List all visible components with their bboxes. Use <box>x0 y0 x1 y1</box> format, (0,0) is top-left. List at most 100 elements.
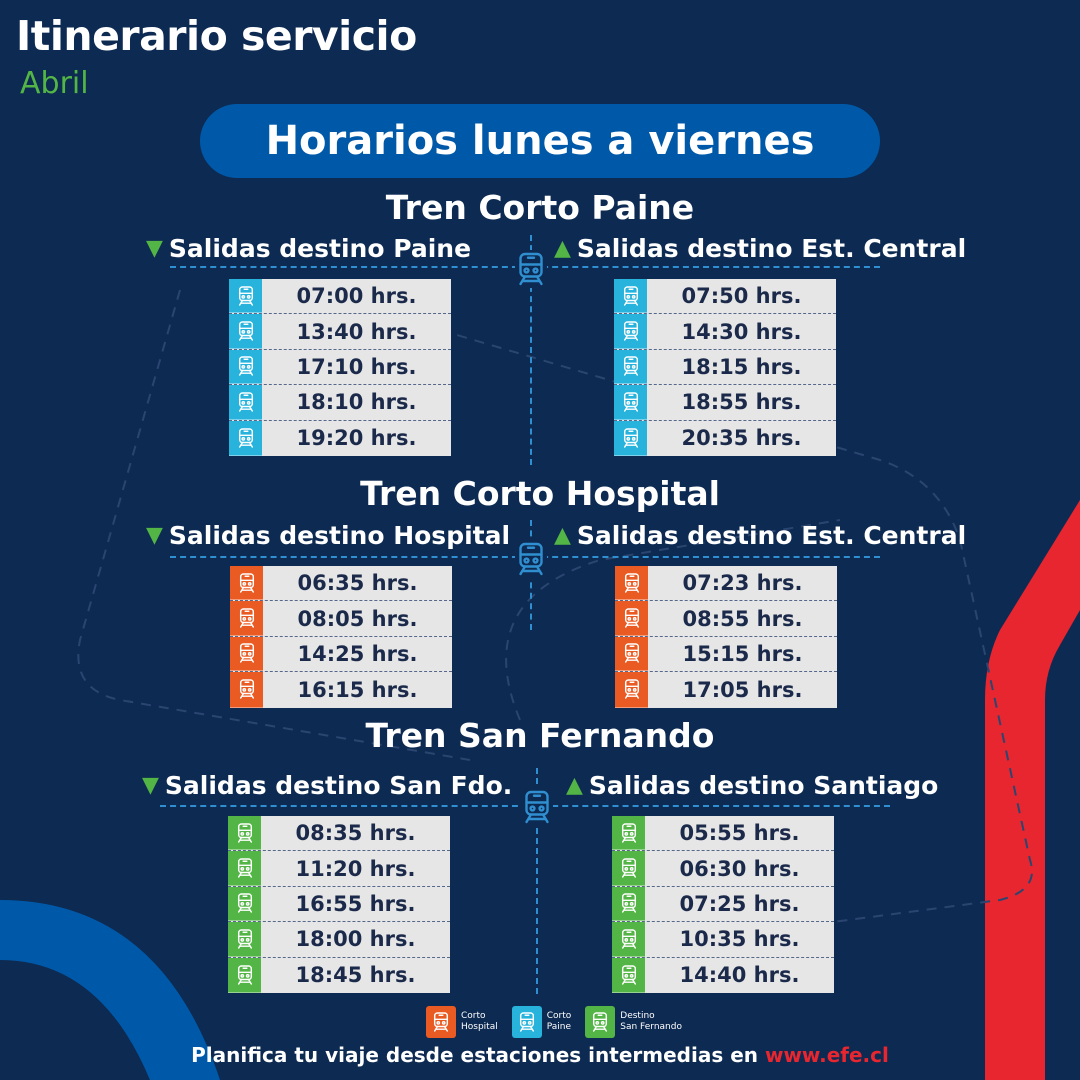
up-arrow-icon: ▲ <box>566 773 583 798</box>
departure-time: 14:40 hrs. <box>679 963 800 988</box>
table-row: 18:55 hrs. <box>614 385 836 421</box>
legend-item-hospital: Corto Hospital <box>426 1006 498 1038</box>
departure-time: 15:15 hrs. <box>682 641 803 666</box>
table-row: 17:10 hrs. <box>229 349 451 386</box>
departure-time: 13:40 hrs. <box>296 319 417 344</box>
train-icon <box>229 349 262 385</box>
table-row: 13:40 hrs. <box>229 314 451 350</box>
table-row: 16:15 hrs. <box>230 672 452 708</box>
table-row: 18:45 hrs. <box>228 957 450 993</box>
train-icon <box>612 957 645 993</box>
train-icon <box>614 385 647 420</box>
train-icon <box>515 250 547 288</box>
departure-time: 18:00 hrs. <box>295 927 416 952</box>
train-icon <box>612 886 645 922</box>
table-row: 05:55 hrs. <box>612 816 834 852</box>
down-arrow-icon: ▼ <box>146 236 163 261</box>
train-icon <box>230 672 263 708</box>
table-row: 18:15 hrs. <box>614 349 836 386</box>
train-icon <box>229 314 262 349</box>
section-title-hospital: Tren Corto Hospital <box>360 474 720 513</box>
departure-time: 07:23 hrs. <box>682 571 803 596</box>
train-icon <box>615 672 648 708</box>
section-title-san-fernando: Tren San Fernando <box>365 716 715 755</box>
route-line <box>530 235 532 465</box>
departure-time: 07:50 hrs. <box>681 284 802 309</box>
direction-label: Salidas destino Hospital <box>168 521 511 550</box>
train-icon <box>521 788 553 826</box>
train-icon <box>511 1006 542 1038</box>
down-arrow-icon: ▼ <box>142 773 159 798</box>
train-icon <box>615 636 648 672</box>
website-link[interactable]: www.efe.cl <box>764 1043 889 1067</box>
table-row: 14:40 hrs. <box>612 957 834 993</box>
departure-time: 08:05 hrs. <box>297 606 418 631</box>
table-row: 07:50 hrs. <box>614 279 836 315</box>
train-icon <box>230 636 263 672</box>
schedule-table: 08:35 hrs. 11:20 hrs. 16:55 hrs. 18:00 hrs.… <box>228 816 450 993</box>
table-row: 14:25 hrs. <box>230 636 452 673</box>
legend-label: Corto <box>461 1011 486 1021</box>
table-row: 11:20 hrs. <box>228 851 450 887</box>
table-row: 07:00 hrs. <box>229 279 451 315</box>
departure-time: 16:15 hrs. <box>297 677 418 702</box>
departure-time: 18:55 hrs. <box>681 390 802 415</box>
train-icon <box>614 314 647 349</box>
table-row: 08:05 hrs. <box>230 601 452 637</box>
departure-time: 19:20 hrs. <box>296 426 417 451</box>
train-icon <box>612 816 645 851</box>
departure-time: 18:10 hrs. <box>296 390 417 415</box>
legend-label: Hospital <box>461 1022 498 1032</box>
schedule-banner: Horarios lunes a viernes <box>200 104 880 178</box>
table-row: 08:55 hrs. <box>615 601 837 637</box>
train-icon <box>229 279 262 314</box>
down-arrow-icon: ▼ <box>146 523 163 548</box>
table-row: 08:35 hrs. <box>228 816 450 852</box>
train-icon <box>230 601 263 636</box>
train-icon <box>614 279 647 314</box>
table-row: 06:35 hrs. <box>230 566 452 602</box>
direction-label: Salidas destino Paine <box>168 234 472 263</box>
table-row: 17:05 hrs. <box>615 672 837 708</box>
departure-time: 14:30 hrs. <box>681 319 802 344</box>
train-icon <box>230 566 263 601</box>
table-row: 18:00 hrs. <box>228 922 450 958</box>
train-icon <box>585 1006 616 1038</box>
train-icon <box>615 566 648 601</box>
departure-time: 07:00 hrs. <box>296 284 417 309</box>
departure-time: 06:30 hrs. <box>679 856 800 881</box>
table-row: 15:15 hrs. <box>615 636 837 673</box>
route-line <box>536 768 538 994</box>
departure-time: 16:55 hrs. <box>295 891 416 916</box>
train-icon <box>612 851 645 886</box>
departure-time: 17:05 hrs. <box>682 677 803 702</box>
train-icon <box>612 922 645 957</box>
train-icon <box>229 420 262 456</box>
schedule-table: 07:50 hrs. 14:30 hrs. 18:15 hrs. 18:55 hrs.… <box>614 279 836 456</box>
train-icon <box>228 886 261 922</box>
direction-label: Salidas destino San Fdo. <box>164 771 513 800</box>
red-rail-shape <box>985 500 1080 1080</box>
train-icon <box>515 540 547 578</box>
table-row: 19:20 hrs. <box>229 420 451 456</box>
train-icon <box>614 349 647 385</box>
up-arrow-icon: ▲ <box>554 523 571 548</box>
train-icon <box>426 1006 456 1038</box>
train-icon <box>229 385 262 420</box>
table-row: 10:35 hrs. <box>612 922 834 958</box>
schedule-table: 07:23 hrs. 08:55 hrs. 15:15 hrs. 17:05 hrs. <box>615 566 837 708</box>
departure-time: 08:55 hrs. <box>682 606 803 631</box>
table-row: 07:23 hrs. <box>615 566 837 602</box>
section-title-paine: Tren Corto Paine <box>385 188 695 227</box>
departure-time: 07:25 hrs. <box>679 891 800 916</box>
train-icon <box>228 957 261 993</box>
departure-time: 10:35 hrs. <box>679 927 800 952</box>
train-icon <box>615 601 648 636</box>
departure-time: 18:15 hrs. <box>681 354 802 379</box>
footer: Planifica tu viaje desde estaciones inte… <box>0 1043 1080 1067</box>
departure-time: 05:55 hrs. <box>679 821 800 846</box>
direction-header-est-central: ▲ Salidas destino Est. Central <box>554 521 966 550</box>
table-row: 20:35 hrs. <box>614 420 836 456</box>
legend-item-paine: Corto Paine <box>511 1006 571 1038</box>
